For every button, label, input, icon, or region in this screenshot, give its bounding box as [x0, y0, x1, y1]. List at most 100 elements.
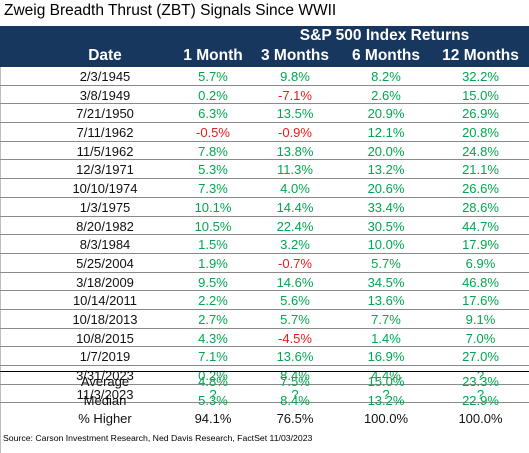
- summary-label-cell: Average: [40, 374, 170, 389]
- three-months-cell: -0.7%: [252, 256, 338, 271]
- twelve-months-cell: 100.0%: [432, 411, 529, 426]
- table-row: 7/21/1950 6.3% 13.5% 20.9% 26.9%: [0, 104, 529, 123]
- summary-rows: Average 4.8% 7.5% 15.0% 23.3% Median 5.3% 8.4% 1…: [0, 371, 529, 428]
- date-cell: 12/3/1971: [40, 162, 170, 177]
- three-months-cell: 76.5%: [252, 411, 338, 426]
- table-row: 1/7/2019 7.1% 13.6% 16.9% 27.0%: [0, 347, 529, 366]
- date-cell: 7/21/1950: [40, 106, 170, 121]
- date-cell: 10/14/2011: [40, 293, 170, 308]
- six-months-cell: 13.6%: [340, 293, 432, 308]
- table-row: 10/18/2013 2.7% 5.7% 7.7% 9.1%: [0, 310, 529, 329]
- table-header: S&P 500 Index Returns Date 1 Month 3 Mon…: [0, 26, 529, 67]
- three-months-cell: 22.4%: [252, 219, 338, 234]
- twelve-months-column-header: 12 Months: [432, 47, 529, 65]
- one-month-cell: 0.2%: [172, 88, 254, 103]
- one-month-cell: 6.3%: [172, 106, 254, 121]
- one-month-cell: 9.5%: [172, 275, 254, 290]
- twelve-months-cell: 7.0%: [432, 331, 529, 346]
- table-row: 10/10/1974 7.3% 4.0% 20.6% 26.6%: [0, 179, 529, 198]
- table-row: 8/20/1982 10.5% 22.4% 30.5% 44.7%: [0, 217, 529, 236]
- six-months-cell: 100.0%: [340, 411, 432, 426]
- source-note: Source: Carson Investment Research, Ned …: [3, 433, 312, 443]
- twelve-months-cell: 17.9%: [432, 237, 529, 252]
- twelve-months-cell: 15.0%: [432, 88, 529, 103]
- six-months-cell: 7.7%: [340, 312, 432, 327]
- one-month-cell: 94.1%: [172, 411, 254, 426]
- twelve-months-cell: 17.6%: [432, 293, 529, 308]
- three-months-cell: 13.6%: [252, 349, 338, 364]
- three-months-cell: 9.8%: [252, 69, 338, 84]
- date-cell: 10/8/2015: [40, 331, 170, 346]
- twelve-months-cell: 28.6%: [432, 200, 529, 215]
- six-months-cell: 33.4%: [340, 200, 432, 215]
- twelve-months-cell: 44.7%: [432, 219, 529, 234]
- six-months-cell: 8.2%: [340, 69, 432, 84]
- summary-row: Median 5.3% 8.4% 13.2% 22.9%: [0, 391, 529, 410]
- date-cell: 3/18/2009: [40, 275, 170, 290]
- one-month-cell: 5.3%: [172, 393, 254, 408]
- three-months-cell: 3.2%: [252, 237, 338, 252]
- date-cell: 2/3/1945: [40, 69, 170, 84]
- one-month-cell: 10.5%: [172, 219, 254, 234]
- three-months-cell: 14.4%: [252, 200, 338, 215]
- three-months-cell: 13.5%: [252, 106, 338, 121]
- summary-row: Average 4.8% 7.5% 15.0% 23.3%: [0, 372, 529, 391]
- table-row: 3/18/2009 9.5% 14.6% 34.5% 46.8%: [0, 273, 529, 292]
- summary-row: % Higher 94.1% 76.5% 100.0% 100.0%: [0, 409, 529, 428]
- date-cell: 3/8/1949: [40, 88, 170, 103]
- table-row: 3/8/1949 0.2% -7.1% 2.6% 15.0%: [0, 86, 529, 105]
- one-month-cell: 1.5%: [172, 237, 254, 252]
- returns-super-header: S&P 500 Index Returns: [240, 27, 529, 45]
- twelve-months-cell: 6.9%: [432, 256, 529, 271]
- table-row: 11/5/1962 7.8% 13.8% 20.0% 24.8%: [0, 142, 529, 161]
- three-months-cell: 4.0%: [252, 181, 338, 196]
- one-month-column-header: 1 Month: [172, 47, 254, 65]
- date-cell: 1/3/1975: [40, 200, 170, 215]
- one-month-cell: 7.1%: [172, 349, 254, 364]
- table-row: 2/3/1945 5.7% 9.8% 8.2% 32.2%: [0, 67, 529, 86]
- twelve-months-cell: 26.9%: [432, 106, 529, 121]
- table-title: Zweig Breadth Thrust (ZBT) Signals Since…: [4, 2, 336, 20]
- table-row: 7/11/1962 -0.5% -0.9% 12.1% 20.8%: [0, 123, 529, 142]
- six-months-cell: 20.0%: [340, 144, 432, 159]
- three-months-cell: -0.9%: [252, 125, 338, 140]
- six-months-cell: 20.9%: [340, 106, 432, 121]
- six-months-cell: 15.0%: [340, 374, 432, 389]
- date-cell: 11/5/1962: [40, 144, 170, 159]
- three-months-cell: 14.6%: [252, 275, 338, 290]
- six-months-cell: 13.2%: [340, 162, 432, 177]
- table-row: 12/3/1971 5.3% 11.3% 13.2% 21.1%: [0, 160, 529, 179]
- date-cell: 1/7/2019: [40, 349, 170, 364]
- signal-rows: 2/3/1945 5.7% 9.8% 8.2% 32.2% 3/8/1949 0.2% -7.…: [0, 67, 529, 403]
- twelve-months-cell: 23.3%: [432, 374, 529, 389]
- six-months-cell: 12.1%: [340, 125, 432, 140]
- six-months-cell: 5.7%: [340, 256, 432, 271]
- six-months-cell: 20.6%: [340, 181, 432, 196]
- twelve-months-cell: 26.6%: [432, 181, 529, 196]
- one-month-cell: 2.2%: [172, 293, 254, 308]
- three-months-cell: -7.1%: [252, 88, 338, 103]
- date-cell: 7/11/1962: [40, 125, 170, 140]
- date-cell: 8/20/1982: [40, 219, 170, 234]
- one-month-cell: 5.3%: [172, 162, 254, 177]
- date-column-header: Date: [40, 47, 170, 65]
- twelve-months-cell: 20.8%: [432, 125, 529, 140]
- three-months-cell: -4.5%: [252, 331, 338, 346]
- twelve-months-cell: 32.2%: [432, 69, 529, 84]
- table-row: 1/3/1975 10.1% 14.4% 33.4% 28.6%: [0, 198, 529, 217]
- one-month-cell: 2.7%: [172, 312, 254, 327]
- one-month-cell: 4.3%: [172, 331, 254, 346]
- three-months-cell: 8.4%: [252, 393, 338, 408]
- summary-label-cell: Median: [40, 393, 170, 408]
- twelve-months-cell: 27.0%: [432, 349, 529, 364]
- three-months-cell: 7.5%: [252, 374, 338, 389]
- date-cell: 5/25/2004: [40, 256, 170, 271]
- one-month-cell: 7.8%: [172, 144, 254, 159]
- three-months-cell: 5.7%: [252, 312, 338, 327]
- table-row: 10/14/2011 2.2% 5.6% 13.6% 17.6%: [0, 291, 529, 310]
- six-months-cell: 30.5%: [340, 219, 432, 234]
- date-cell: 10/10/1974: [40, 181, 170, 196]
- date-cell: 10/18/2013: [40, 312, 170, 327]
- one-month-cell: -0.5%: [172, 125, 254, 140]
- six-months-cell: 2.6%: [340, 88, 432, 103]
